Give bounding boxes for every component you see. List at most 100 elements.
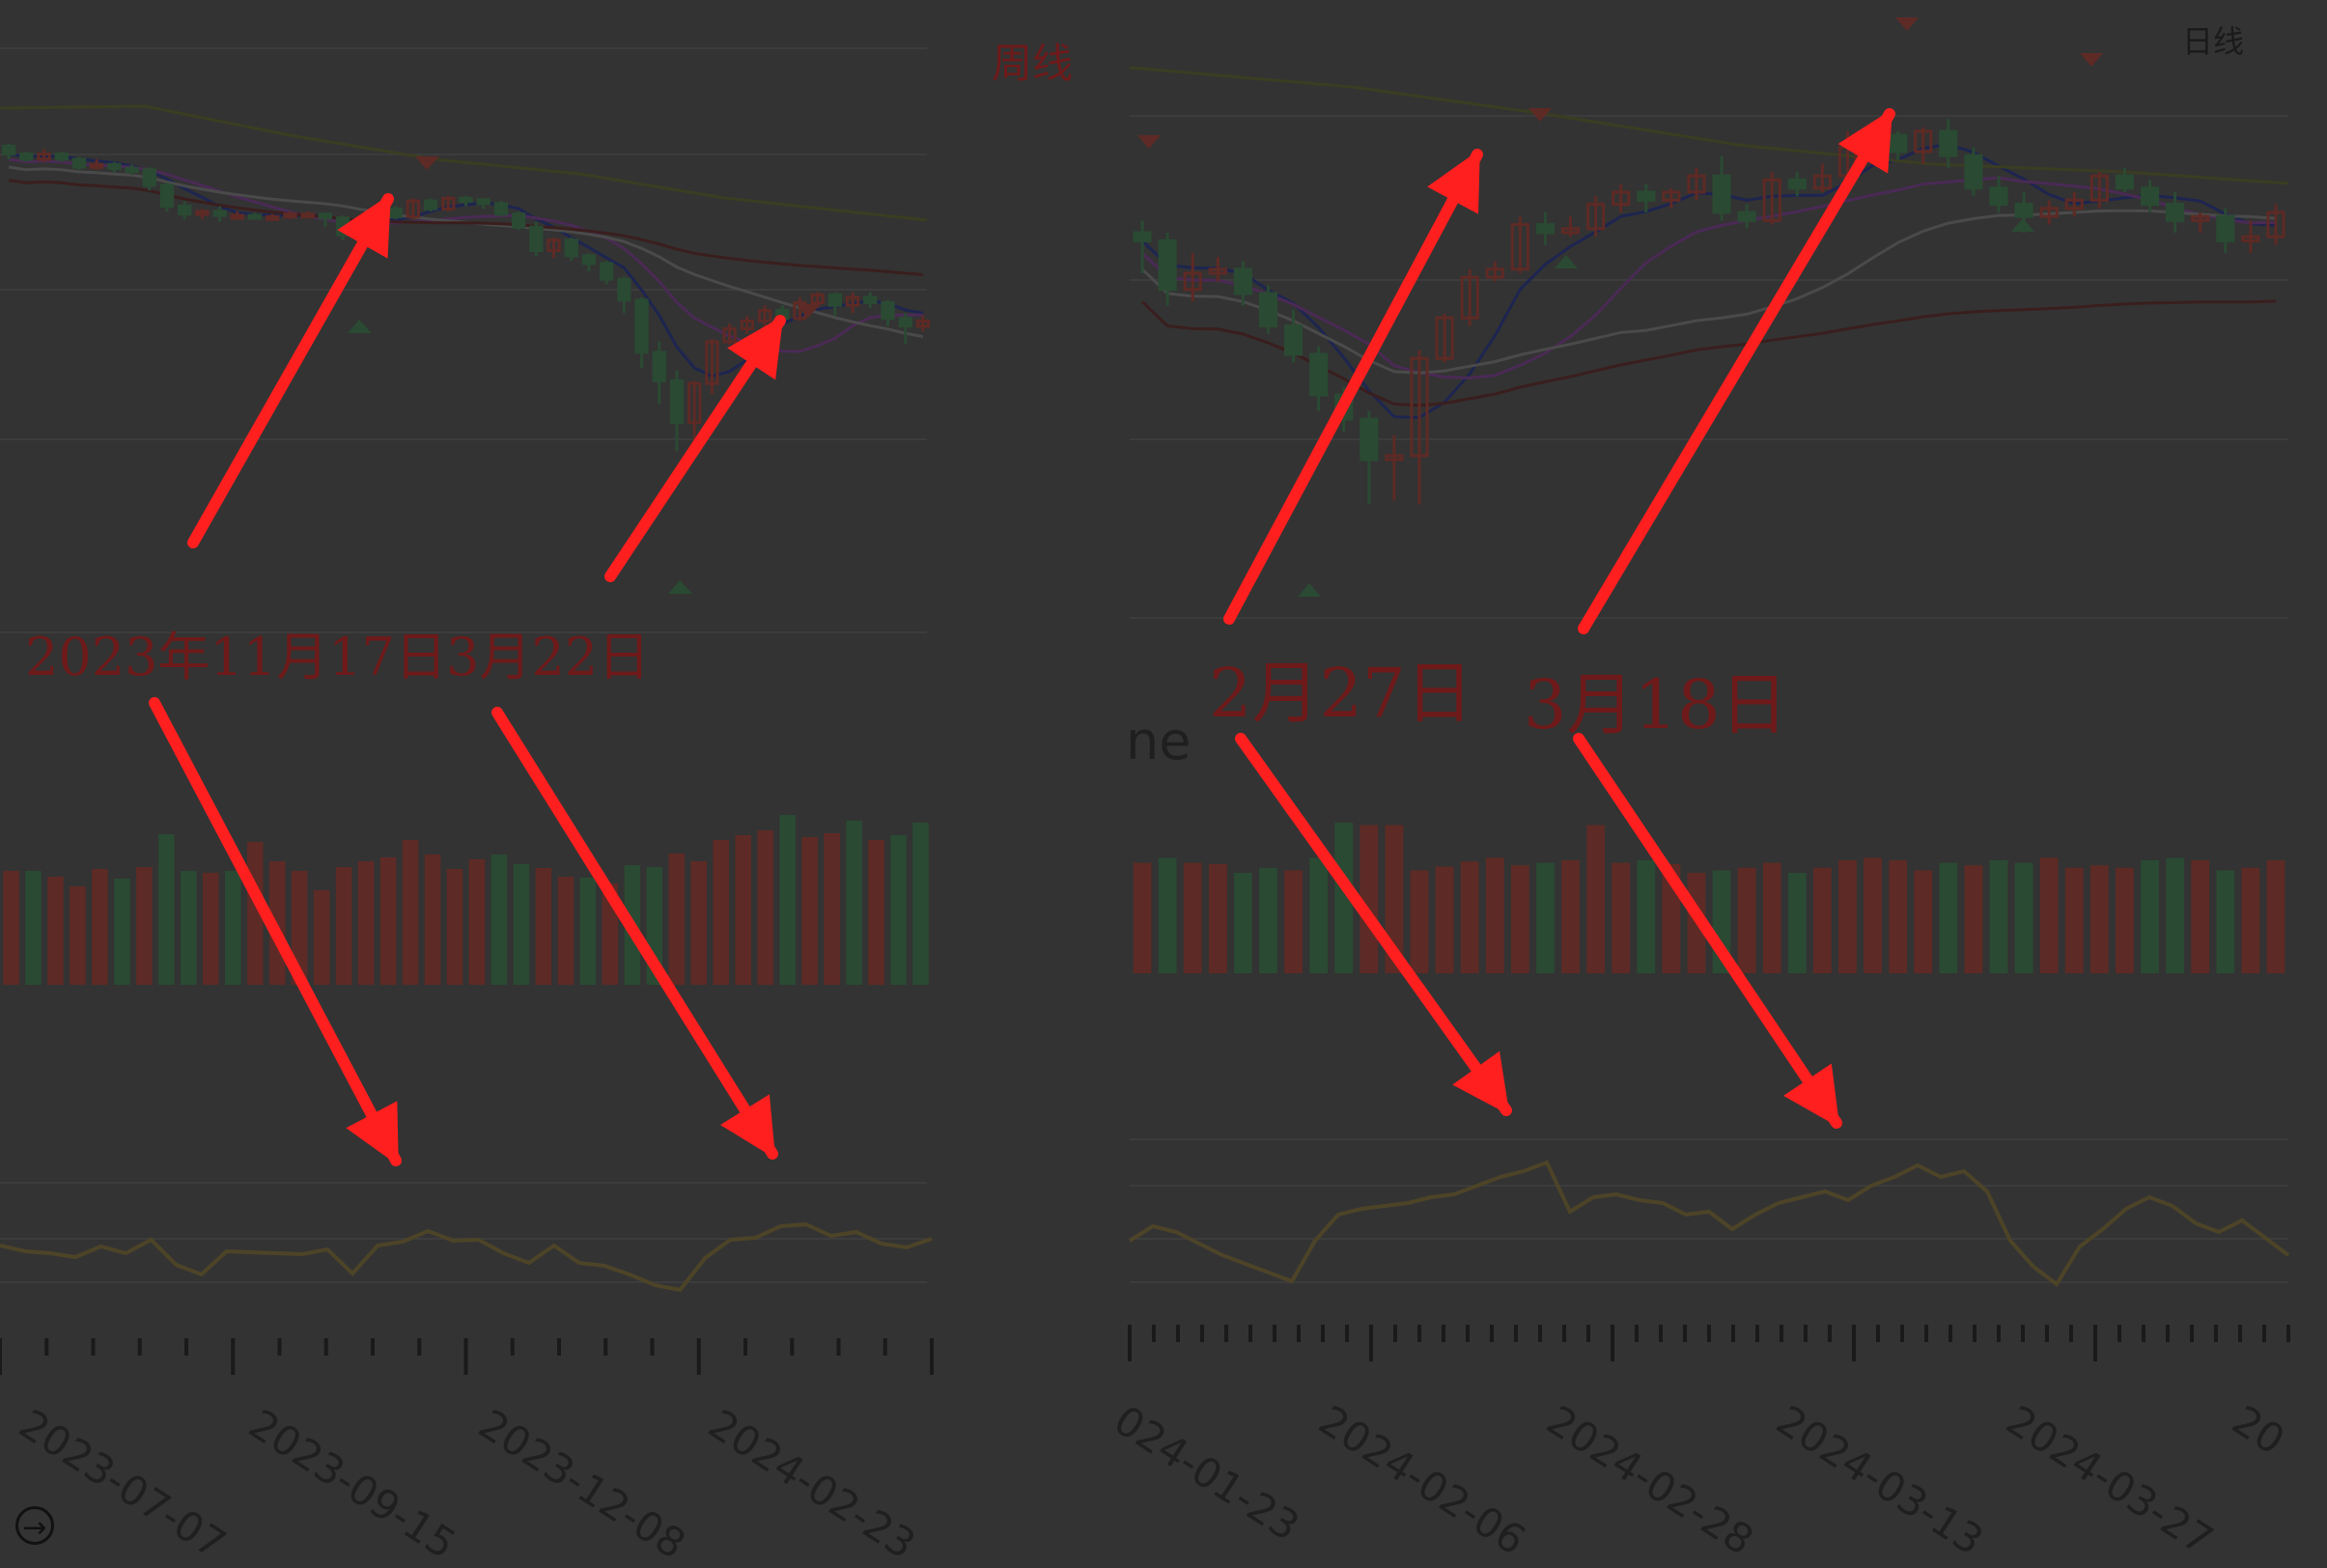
volume-bar: [158, 834, 175, 985]
candle: [915, 319, 931, 328]
candle: [669, 379, 685, 425]
volume-bar: [1158, 857, 1177, 973]
volume-bar: [3, 871, 19, 985]
volume-bar: [291, 871, 308, 985]
volume-bar: [1939, 862, 1958, 973]
candle: [1158, 238, 1177, 292]
candle: [1510, 223, 1529, 271]
volume-bar: [357, 861, 375, 985]
candle: [1712, 174, 1731, 214]
candle: [564, 238, 578, 258]
candle: [247, 213, 263, 220]
volume-bar: [757, 830, 773, 985]
volume-bar: [224, 871, 241, 985]
candle: [125, 166, 139, 173]
candle: [863, 295, 878, 305]
volume-bar: [2089, 865, 2109, 973]
candle: [687, 381, 702, 425]
volume-bar: [1485, 857, 1504, 973]
right-x-axis: [1128, 1325, 2290, 1361]
volume-bar: [203, 873, 219, 985]
candle: [493, 202, 509, 216]
candle: [1812, 174, 1832, 190]
candle: [19, 153, 34, 161]
volume-bar: [846, 821, 862, 985]
volume-bar: [1787, 873, 1807, 973]
annotation-arrows: [149, 108, 1895, 1166]
candle: [2216, 214, 2235, 242]
candle: [318, 212, 332, 220]
arrow-right-circle-icon[interactable]: →: [15, 1506, 54, 1545]
candle: [1309, 352, 1329, 397]
volume-bar: [1259, 867, 1277, 973]
buy-marker-icon: [348, 320, 372, 333]
candle: [705, 340, 719, 385]
volume-bar: [1889, 860, 1908, 973]
volume-bar: [1586, 825, 1605, 973]
buy-marker-icon: [1555, 255, 1578, 268]
arrow-up-icon: [1223, 149, 1483, 625]
candle: [159, 183, 175, 209]
moving-average-line: [1140, 299, 2277, 407]
candle: [89, 162, 104, 169]
left-x-axis: [0, 1338, 934, 1375]
volume-bar: [25, 871, 42, 985]
volume-bar: [1309, 857, 1329, 973]
candle: [1687, 174, 1706, 194]
candle: [1183, 271, 1202, 292]
volume-bar: [1410, 870, 1429, 973]
volume-bar: [313, 890, 330, 985]
candle: [1586, 203, 1606, 231]
candle: [441, 197, 456, 210]
indicator-line: [1128, 1160, 2290, 1287]
candle: [2166, 203, 2185, 222]
volume-bar: [1762, 862, 1781, 973]
candle: [1, 145, 16, 156]
volume-bar: [335, 867, 352, 985]
candle: [529, 225, 544, 252]
left-annotation-date-1: 2023年11月17日: [25, 627, 447, 687]
right-annotation-date-2: 3月18日: [1524, 665, 1788, 744]
volume-bar: [1536, 862, 1555, 973]
candle: [1637, 190, 1656, 202]
candle: [2241, 235, 2260, 242]
moving-average-line: [1129, 66, 2289, 185]
buy-marker-icon: [668, 580, 692, 594]
candle: [2191, 214, 2210, 222]
candle: [300, 212, 315, 219]
volume-bar: [1637, 860, 1656, 973]
candle: [388, 207, 403, 218]
volume-bar: [1460, 861, 1479, 973]
volume-bar: [2116, 867, 2134, 973]
volume-bar: [668, 854, 686, 985]
candle: [283, 212, 297, 219]
candle: [1258, 292, 1278, 328]
right-period-label: 日线: [2182, 23, 2245, 60]
candle: [406, 199, 421, 218]
sell-marker-icon: [1895, 17, 1919, 31]
candle: [1435, 316, 1454, 360]
candle: [581, 254, 597, 266]
candle: [511, 212, 526, 229]
candle: [1662, 190, 1681, 202]
candle: [335, 216, 350, 237]
volume-bar: [1183, 862, 1202, 973]
sell-marker-icon: [415, 156, 439, 170]
candle: [1737, 210, 1756, 222]
candle: [54, 153, 69, 161]
candle: [600, 262, 614, 281]
volume-bar: [1964, 865, 1983, 973]
candle: [1889, 133, 1908, 154]
volume-bar: [1561, 860, 1580, 973]
candle: [1964, 154, 1983, 190]
sell-marker-icon: [1137, 135, 1161, 149]
volume-bar: [1435, 866, 1454, 973]
volume-bar: [181, 871, 197, 985]
volume-bar: [1360, 825, 1379, 973]
volume-bar: [779, 815, 796, 985]
candle: [2064, 198, 2084, 210]
left-moving-averages: [0, 104, 928, 378]
arrow-down-icon: [149, 697, 402, 1166]
volume-bar: [1510, 865, 1529, 973]
volume-bar: [1737, 867, 1756, 973]
